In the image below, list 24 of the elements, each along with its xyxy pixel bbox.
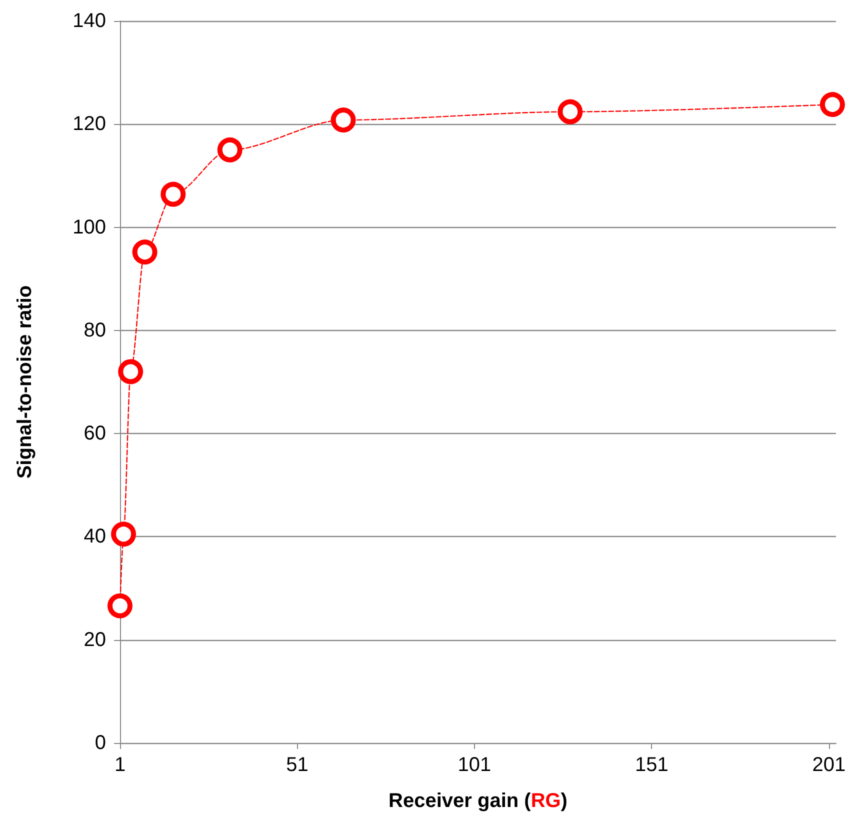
y-tick-label: 80 [84, 319, 106, 342]
x-tick-label: 51 [286, 754, 308, 776]
x-tick-label: 1 [114, 754, 126, 776]
y-tick-label: 120 [72, 113, 106, 136]
x-axis-title: Receiver gain (RG) [388, 790, 568, 812]
y-axis-title: Signal-to-noise ratio [14, 285, 36, 479]
x-tick-label: 101 [458, 754, 492, 776]
y-tick-label: 60 [84, 422, 106, 445]
x-tick-label: 151 [634, 754, 668, 776]
point [118, 359, 144, 384]
point [558, 99, 583, 124]
y-tick-label: 20 [84, 628, 106, 651]
point [820, 92, 845, 118]
point [330, 108, 356, 133]
y-tick-label: 0 [94, 732, 106, 754]
point [108, 593, 132, 618]
point [217, 137, 242, 162]
y-tick-label: 40 [84, 526, 106, 548]
point [132, 240, 158, 265]
y-tick-label: 100 [72, 216, 106, 238]
x-tick-label: 201 [812, 754, 846, 776]
point [111, 522, 136, 547]
point [160, 182, 186, 207]
y-tick-label: 140 [72, 10, 106, 32]
